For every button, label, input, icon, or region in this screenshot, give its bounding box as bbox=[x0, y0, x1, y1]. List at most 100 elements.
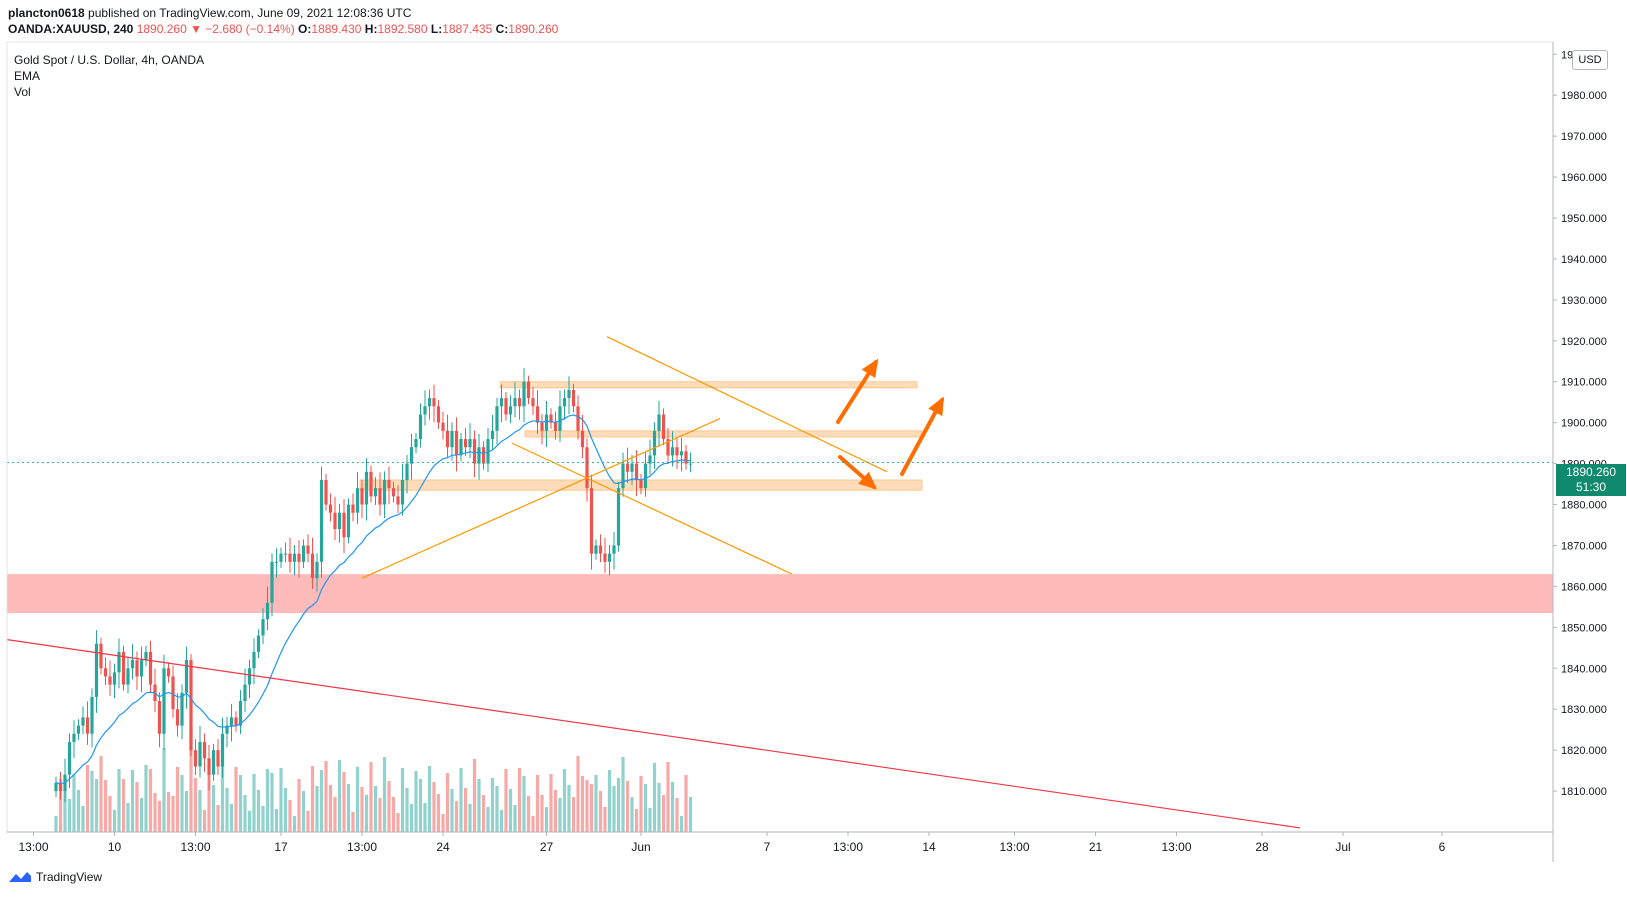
author-name[interactable]: plancton0618 bbox=[8, 6, 85, 20]
volume-bar bbox=[360, 787, 364, 832]
price-change: 1890.260 ▼ −2.680 (−0.14%) bbox=[136, 22, 295, 36]
high-label: H: bbox=[364, 22, 378, 36]
volume-bar bbox=[481, 795, 486, 832]
candle-body bbox=[234, 717, 238, 726]
candle-body bbox=[517, 398, 522, 407]
candle-body bbox=[589, 488, 594, 554]
volume-bar bbox=[207, 773, 211, 832]
candle-body bbox=[261, 619, 265, 636]
volume-bar bbox=[504, 769, 508, 832]
volume-bar bbox=[666, 762, 670, 832]
price-tick-label: 1830.000 bbox=[1561, 704, 1607, 716]
volume-bar bbox=[463, 788, 468, 832]
candle-body bbox=[657, 414, 661, 431]
volume-bar bbox=[126, 803, 130, 832]
candle-body bbox=[220, 733, 225, 767]
price-tick-label: 1910.000 bbox=[1561, 377, 1607, 389]
candle-body bbox=[373, 488, 378, 497]
candle-body bbox=[81, 717, 85, 726]
footer-brand[interactable]: TradingView bbox=[8, 870, 102, 884]
candle-body bbox=[598, 545, 603, 554]
candle-body bbox=[135, 660, 139, 677]
candle-body bbox=[585, 447, 589, 489]
volume-bar bbox=[279, 768, 283, 832]
volume-bar bbox=[630, 797, 634, 832]
candle-body bbox=[580, 430, 585, 448]
candle-body bbox=[193, 750, 198, 767]
volume-bar bbox=[472, 759, 477, 832]
volume-bar bbox=[292, 816, 297, 832]
candle-body bbox=[441, 422, 445, 431]
price-tick-label: 1820.000 bbox=[1561, 745, 1607, 757]
chart-legend: Gold Spot / U.S. Dollar, 4h, OANDA EMA V… bbox=[14, 52, 204, 100]
volume-bar bbox=[94, 779, 99, 832]
volume-bar bbox=[261, 806, 265, 832]
candle-body bbox=[468, 439, 472, 448]
candle-body bbox=[175, 709, 180, 726]
candle-body bbox=[108, 676, 112, 685]
time-tick-label: 21 bbox=[1089, 840, 1103, 854]
candle-body bbox=[85, 717, 90, 734]
candle-body bbox=[229, 717, 234, 726]
volume-bar bbox=[531, 816, 535, 832]
candle-body bbox=[391, 488, 396, 497]
volume-bar bbox=[234, 767, 238, 832]
candle-body bbox=[535, 406, 540, 423]
volume-bar bbox=[135, 782, 139, 832]
candle-body bbox=[490, 430, 495, 440]
time-tick-label: 27 bbox=[540, 840, 554, 854]
volume-bar bbox=[166, 792, 171, 832]
legend-vol[interactable]: Vol bbox=[14, 85, 31, 99]
volume-bar bbox=[288, 800, 292, 832]
tradingview-logo-icon bbox=[9, 872, 31, 882]
volume-bar bbox=[310, 766, 315, 832]
candle-body bbox=[103, 668, 108, 677]
time-tick-label: 13:00 bbox=[999, 840, 1029, 854]
legend-ema[interactable]: EMA bbox=[14, 69, 41, 83]
volume-bar bbox=[189, 726, 193, 832]
support-zone bbox=[7, 574, 1553, 614]
volume-bar bbox=[216, 805, 220, 832]
candle-body bbox=[495, 406, 499, 431]
candle-body bbox=[445, 430, 450, 448]
volume-bar bbox=[409, 804, 414, 832]
candle-body bbox=[355, 488, 360, 513]
time-tick-label: 13:00 bbox=[1161, 840, 1191, 854]
candle-body bbox=[427, 398, 432, 407]
volume-bar bbox=[270, 773, 274, 832]
candle-body bbox=[477, 447, 481, 464]
orange-trendline-up bbox=[361, 418, 721, 579]
arrow-head bbox=[861, 358, 879, 379]
price-tick-label: 1900.000 bbox=[1561, 418, 1607, 430]
candle-body bbox=[265, 602, 270, 620]
volume-bar bbox=[688, 797, 693, 832]
price-tick-label: 1940.000 bbox=[1561, 254, 1607, 266]
volume-bar bbox=[301, 791, 306, 832]
time-tick-label: Jul bbox=[1335, 840, 1350, 854]
candle-body bbox=[436, 406, 441, 423]
time-tick-label: 13:00 bbox=[18, 840, 48, 854]
volume-bar bbox=[589, 784, 594, 832]
candle-body bbox=[400, 479, 405, 505]
candle-body bbox=[274, 561, 279, 563]
candle-body bbox=[526, 381, 531, 399]
volume-bar bbox=[616, 778, 621, 832]
volume-bar bbox=[432, 782, 436, 832]
candle-body bbox=[225, 725, 229, 734]
price-tick-label: 1970.000 bbox=[1561, 131, 1607, 143]
volume-bar bbox=[517, 768, 522, 832]
candle-body bbox=[121, 651, 126, 685]
volume-bar bbox=[144, 765, 148, 832]
candle-body bbox=[99, 643, 103, 669]
volume-bar bbox=[445, 773, 450, 832]
volume-bar bbox=[198, 790, 202, 832]
volume-bar bbox=[265, 769, 270, 832]
candle-body bbox=[319, 479, 324, 562]
arrow-head bbox=[928, 396, 944, 417]
candle-body bbox=[612, 545, 616, 554]
currency-badge[interactable]: USD bbox=[1572, 50, 1608, 70]
ema-line bbox=[55, 414, 691, 785]
volume-bar bbox=[612, 786, 616, 832]
candle-body bbox=[58, 782, 63, 792]
